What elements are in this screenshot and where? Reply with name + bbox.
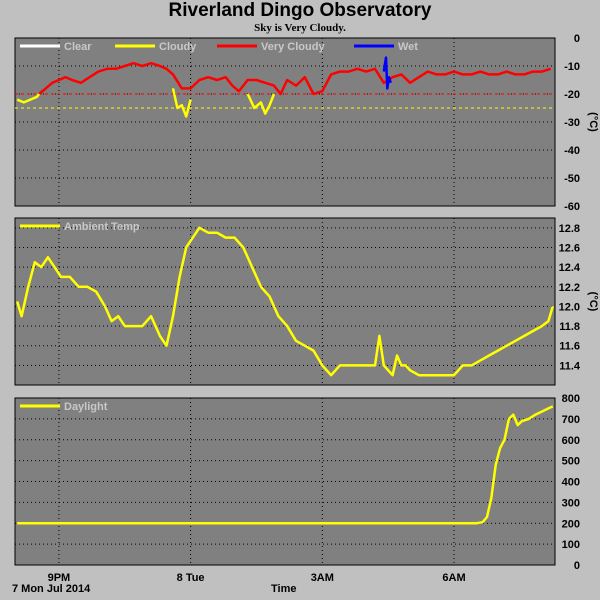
y-tick-label: 12.2 bbox=[559, 282, 580, 294]
y-tick-label: -50 bbox=[564, 173, 580, 185]
y-tick-label: 600 bbox=[562, 435, 580, 447]
series-line-daylight bbox=[17, 405, 554, 525]
chart-subtitle: Sky is Very Cloudy. bbox=[254, 22, 346, 34]
y-axis-label: (°C) bbox=[587, 292, 599, 312]
x-tick-label: 9PM bbox=[48, 572, 71, 584]
y-tick-label: 11.8 bbox=[559, 321, 580, 333]
legend-label: Ambient Temp bbox=[64, 221, 140, 233]
date-label: 7 Mon Jul 2014 bbox=[12, 583, 91, 595]
legend-label: Very Cloudy bbox=[261, 41, 325, 53]
legend-label: Clear bbox=[64, 41, 92, 53]
y-tick-label: 100 bbox=[562, 539, 580, 551]
y-tick-label: 0 bbox=[574, 33, 580, 45]
series-line-cloudy bbox=[16, 93, 41, 104]
y-tick-label: 12.0 bbox=[559, 301, 580, 313]
y-tick-label: 12.6 bbox=[559, 242, 580, 254]
plot-area-ambient bbox=[14, 217, 556, 386]
y-tick-label: 0 bbox=[574, 560, 580, 572]
x-tick-label: 6AM bbox=[442, 572, 465, 584]
y-tick-label: 500 bbox=[562, 456, 580, 468]
x-axis-label: Time bbox=[271, 583, 297, 595]
plot-area-sky bbox=[14, 37, 556, 207]
y-tick-label: -20 bbox=[564, 89, 580, 101]
x-tick-label: 3AM bbox=[311, 572, 334, 584]
y-tick-label: 800 bbox=[562, 393, 580, 405]
chart-title: Riverland Dingo Observatory bbox=[168, 0, 432, 21]
y-tick-label: -60 bbox=[564, 201, 580, 213]
y-tick-label: 700 bbox=[562, 414, 580, 426]
y-tick-label: 300 bbox=[562, 497, 580, 509]
series-line-cloudy bbox=[246, 93, 276, 115]
series-line-ambient-temp bbox=[16, 226, 554, 377]
y-tick-label: 400 bbox=[562, 477, 580, 489]
series-line-cloudy bbox=[171, 88, 192, 118]
plot-area-daylight bbox=[14, 397, 556, 566]
y-tick-label: -10 bbox=[564, 61, 580, 73]
y-tick-label: -30 bbox=[564, 117, 580, 129]
y-tick-label: 12.4 bbox=[559, 262, 581, 274]
y-tick-label: 11.4 bbox=[559, 360, 581, 372]
y-tick-label: 11.6 bbox=[559, 341, 580, 353]
legend-label: Cloudy bbox=[159, 41, 197, 53]
legend-label: Daylight bbox=[64, 401, 108, 413]
y-tick-label: 200 bbox=[562, 518, 580, 530]
series-line-wet bbox=[382, 56, 392, 90]
y-axis-label: (°C) bbox=[587, 112, 599, 132]
series-line-very-cloudy bbox=[38, 61, 551, 96]
legend-label: Wet bbox=[398, 41, 418, 53]
y-tick-label: -40 bbox=[564, 145, 580, 157]
x-tick-label: 8 Tue bbox=[177, 572, 205, 584]
y-tick-label: 12.8 bbox=[559, 223, 580, 235]
